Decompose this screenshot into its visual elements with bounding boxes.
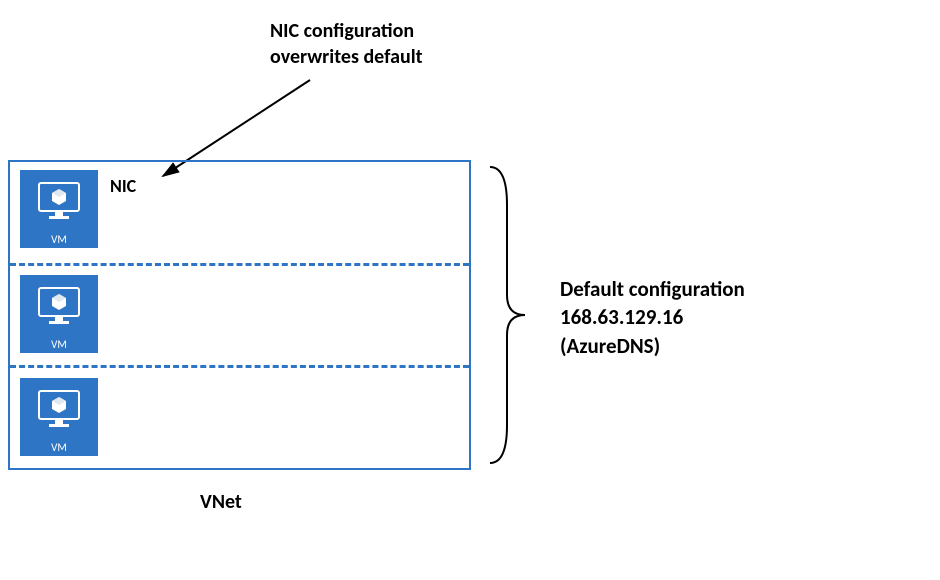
vm-label-1: VM: [20, 231, 98, 248]
curly-brace: [485, 165, 535, 465]
vm-icon-1: VM: [20, 170, 98, 248]
default-config-line2: 168.63.129.16: [560, 303, 745, 331]
vm-label-2: VM: [20, 336, 98, 353]
vm-icon-3: VM: [20, 378, 98, 456]
default-config-line1: Default configuration: [560, 275, 745, 303]
diagram-canvas: NIC configuration overwrites default: [0, 0, 940, 580]
vm-label-3: VM: [20, 439, 98, 456]
vm-icon-body: [20, 275, 98, 336]
nic-config-annotation: NIC configuration overwrites default: [270, 18, 423, 70]
default-config-text: Default configuration 168.63.129.16 (Azu…: [560, 275, 745, 360]
nic-label: NIC: [110, 175, 136, 197]
subnet-divider-1: [10, 263, 469, 266]
vnet-label: VNet: [200, 490, 242, 514]
subnet-divider-2: [10, 365, 469, 368]
vm-icon-body: [20, 378, 98, 439]
nic-config-line1: NIC configuration: [270, 18, 423, 44]
default-config-line3: (AzureDNS): [560, 332, 745, 360]
vm-icon-body: [20, 170, 98, 231]
nic-config-line2: overwrites default: [270, 44, 423, 70]
vm-icon-2: VM: [20, 275, 98, 353]
